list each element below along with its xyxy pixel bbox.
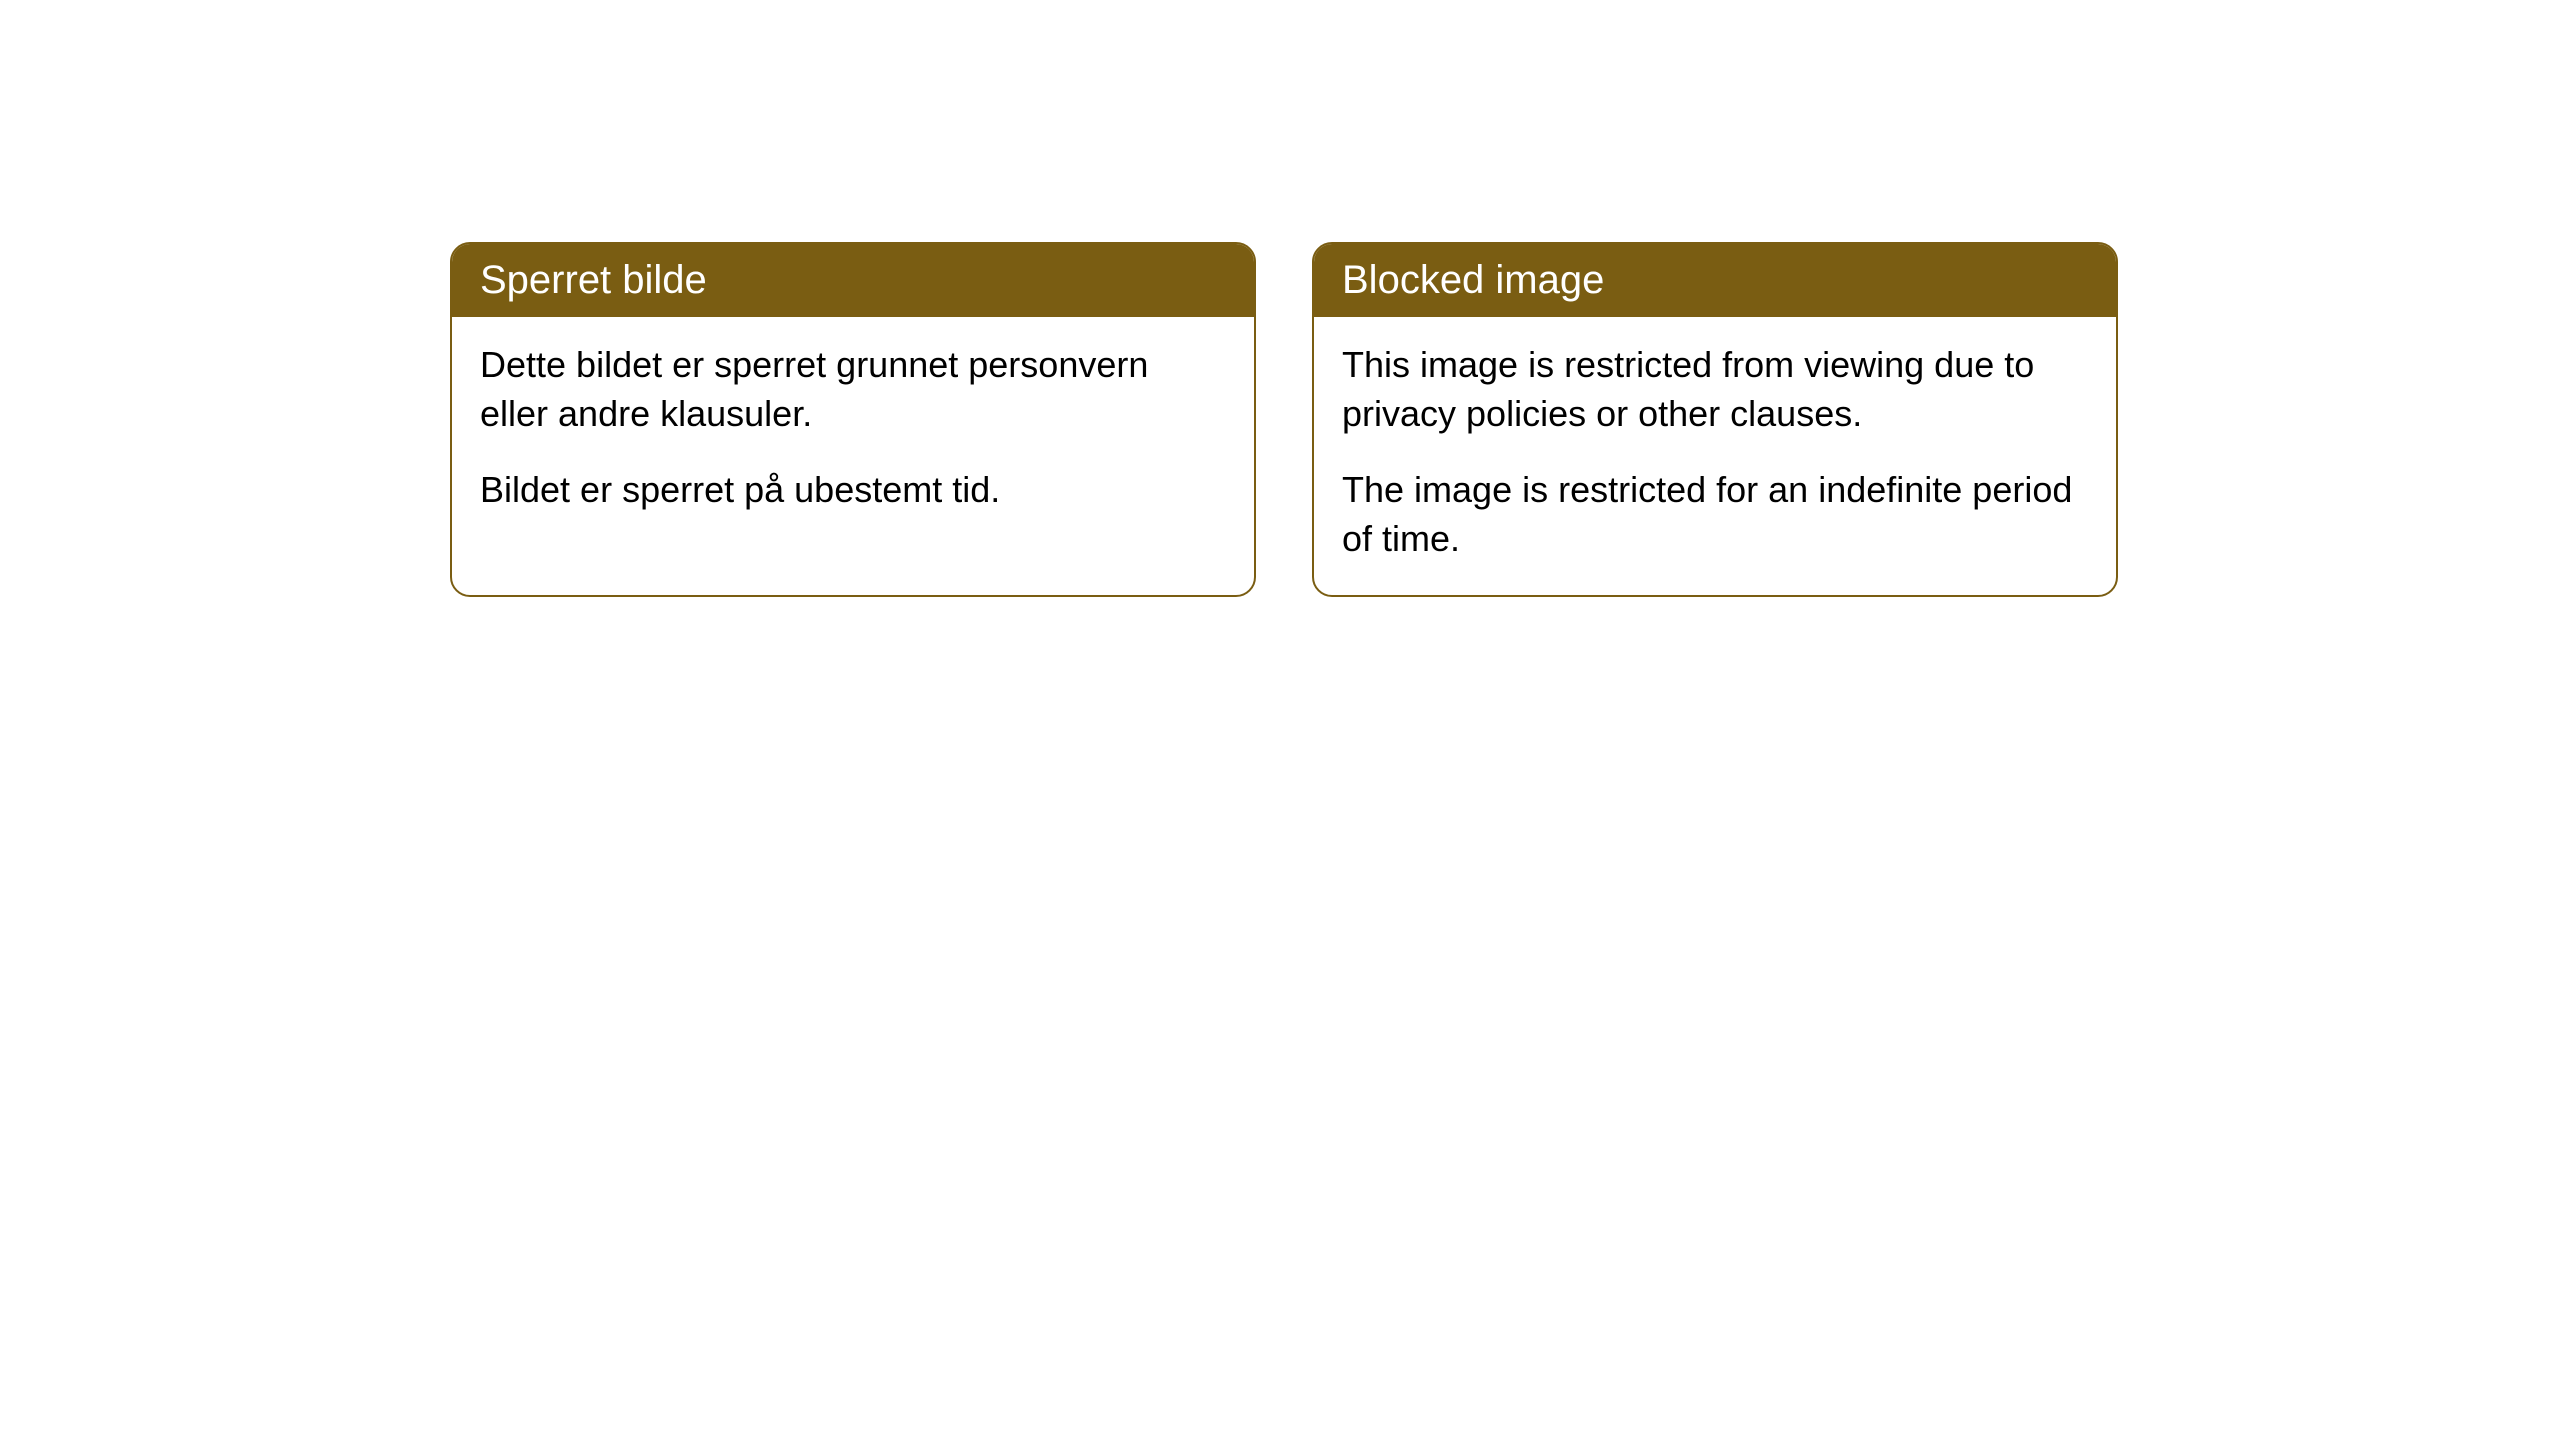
card-title: Blocked image bbox=[1342, 258, 1604, 302]
card-header: Sperret bilde bbox=[452, 244, 1254, 317]
notice-container: Sperret bilde Dette bildet er sperret gr… bbox=[0, 0, 2560, 597]
notice-paragraph-2: The image is restricted for an indefinit… bbox=[1342, 466, 2088, 563]
notice-paragraph-1: This image is restricted from viewing du… bbox=[1342, 341, 2088, 438]
card-title: Sperret bilde bbox=[480, 258, 707, 302]
notice-paragraph-2: Bildet er sperret på ubestemt tid. bbox=[480, 466, 1226, 515]
notice-paragraph-1: Dette bildet er sperret grunnet personve… bbox=[480, 341, 1226, 438]
card-header: Blocked image bbox=[1314, 244, 2116, 317]
card-body: Dette bildet er sperret grunnet personve… bbox=[452, 317, 1254, 547]
notice-card-norwegian: Sperret bilde Dette bildet er sperret gr… bbox=[450, 242, 1256, 597]
notice-card-english: Blocked image This image is restricted f… bbox=[1312, 242, 2118, 597]
card-body: This image is restricted from viewing du… bbox=[1314, 317, 2116, 595]
